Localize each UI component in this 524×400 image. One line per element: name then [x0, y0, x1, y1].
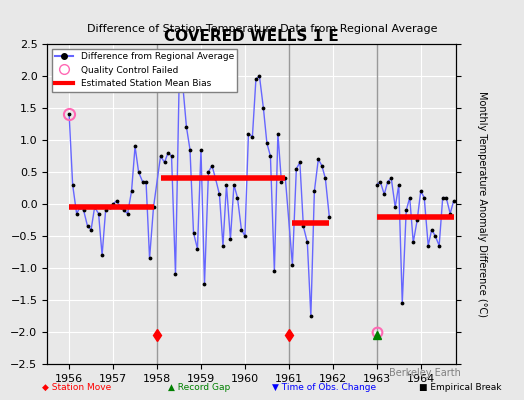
Text: ◆ Station Move: ◆ Station Move	[42, 383, 111, 392]
Text: Berkeley Earth: Berkeley Earth	[389, 368, 461, 378]
Legend: Difference from Regional Average, Quality Control Failed, Estimated Station Mean: Difference from Regional Average, Qualit…	[52, 48, 237, 92]
Text: ▼ Time of Obs. Change: ▼ Time of Obs. Change	[272, 383, 377, 392]
Title: COVERED WELLS 1 E: COVERED WELLS 1 E	[164, 29, 339, 44]
Text: ■ Empirical Break: ■ Empirical Break	[419, 383, 501, 392]
Y-axis label: Monthly Temperature Anomaly Difference (°C): Monthly Temperature Anomaly Difference (…	[477, 91, 487, 317]
Text: ▲ Record Gap: ▲ Record Gap	[168, 383, 230, 392]
Text: Difference of Station Temperature Data from Regional Average: Difference of Station Temperature Data f…	[87, 24, 437, 34]
